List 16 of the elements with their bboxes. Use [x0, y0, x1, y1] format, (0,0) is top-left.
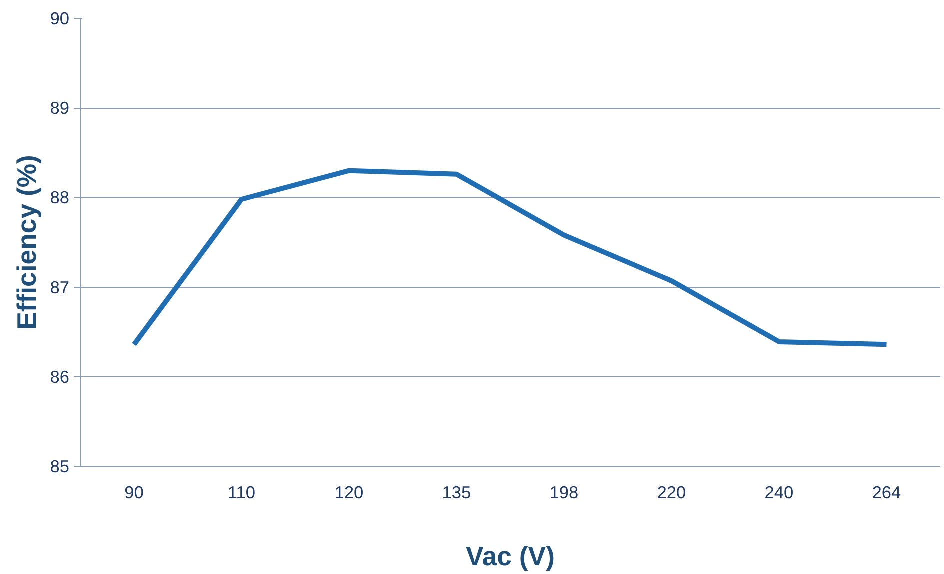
- x-tick-label: 240: [764, 482, 794, 502]
- x-axis-title: Vac (V): [466, 542, 555, 572]
- x-tick-label: 110: [228, 482, 256, 502]
- x-tick-label: 120: [334, 482, 364, 502]
- x-tick-label: 135: [442, 482, 472, 502]
- y-tick-label: 87: [50, 277, 70, 298]
- x-tick-label: 198: [550, 482, 579, 502]
- x-tick-label: 90: [124, 482, 144, 502]
- y-tick-label: 88: [50, 188, 70, 208]
- y-tick-label: 89: [50, 98, 70, 118]
- y-tick-label: 90: [50, 8, 70, 28]
- x-tick-label: 264: [872, 482, 902, 502]
- y-tick-label: 85: [50, 456, 70, 476]
- y-axis-title: Efficiency (%): [12, 155, 42, 330]
- y-tick-label: 86: [50, 366, 70, 387]
- x-tick-label: 220: [657, 482, 686, 502]
